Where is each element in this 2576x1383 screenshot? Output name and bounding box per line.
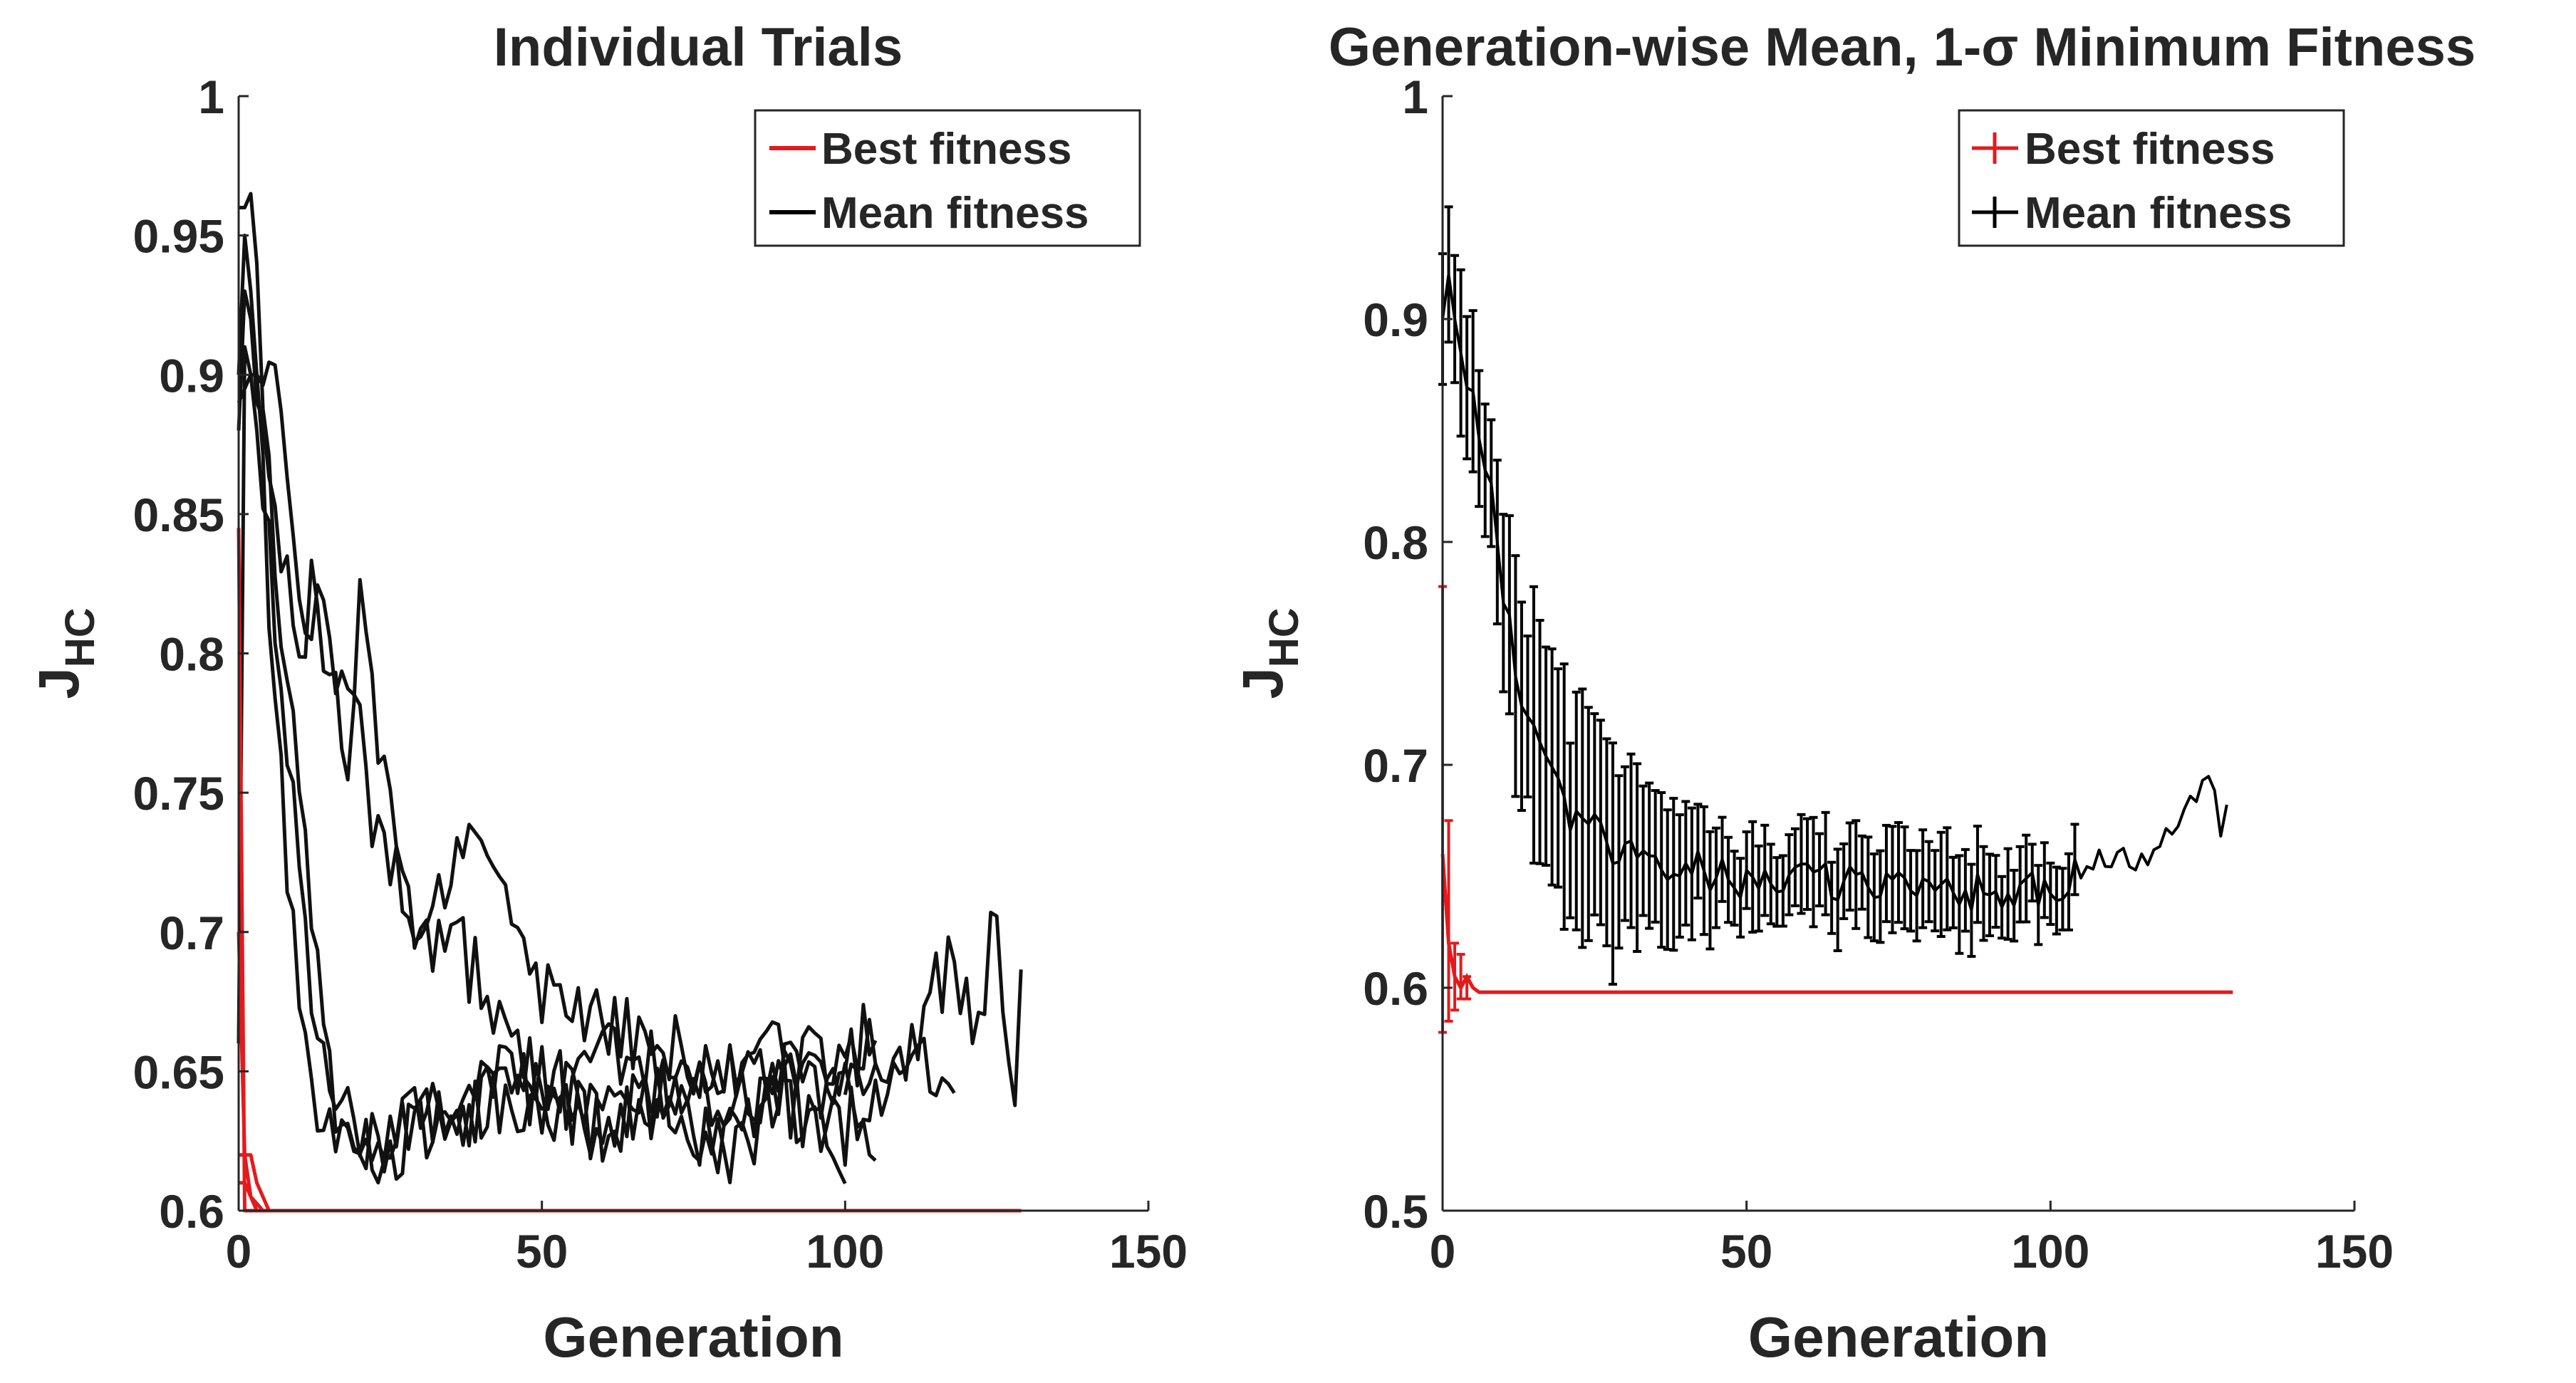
y-tick-label: 0.6 xyxy=(1363,962,1428,1015)
legend-box xyxy=(754,109,1141,247)
x-axis-label: Generation xyxy=(543,1305,843,1369)
x-axis-label: Generation xyxy=(1748,1305,2049,1369)
legend-label-best: Best fitness xyxy=(821,125,1071,174)
y-tick-label: 0.5 xyxy=(1363,1185,1428,1238)
mean-fitness-trial-line xyxy=(843,910,1023,1107)
y-tick-label: 0.8 xyxy=(159,628,224,681)
y-tick-label: 0.9 xyxy=(159,349,224,402)
y-axis-label: JHC xyxy=(27,607,103,699)
legend: Best fitness Mean fitness xyxy=(1958,109,2345,247)
y-tick-label: 0.85 xyxy=(133,489,224,541)
y-tick-label: 0.7 xyxy=(1363,739,1428,792)
plot-area xyxy=(1438,205,2233,1034)
panel-title: Generation-wise Mean, 1-σ Minimum Fitnes… xyxy=(1329,17,2476,78)
y-tick-label: 0.6 xyxy=(159,1185,224,1238)
y-tick-label: 0.65 xyxy=(133,1045,224,1098)
x-tick-label: 0 xyxy=(1430,1225,1456,1278)
y-tick-label: 0.9 xyxy=(1363,293,1428,346)
legend-label-mean: Mean fitness xyxy=(821,189,1089,238)
legend-box xyxy=(1958,109,2345,247)
mean-fitness-trial-line xyxy=(237,289,878,1131)
x-tick-label: 150 xyxy=(2315,1225,2394,1278)
legend-label-best: Best fitness xyxy=(2025,125,2275,174)
x-tick-label: 50 xyxy=(516,1225,568,1278)
mean-fitness-trial-line xyxy=(237,360,878,1106)
legend: Best fitness Mean fitness xyxy=(754,109,1141,247)
x-tick-label: 100 xyxy=(806,1225,884,1278)
axes: 0 50 100 150 0.5 0.6 0.7 0.8 0.9 1 Generation JHC xyxy=(1231,71,2394,1369)
y-axis-label: JHC xyxy=(1231,607,1307,699)
y-tick-label: 0.7 xyxy=(159,907,224,959)
panel-generation-mean: Generation-wise Mean, 1-σ Minimum Fitnes… xyxy=(1231,17,2476,1369)
y-tick-label: 1 xyxy=(198,71,224,123)
x-tick-label: 0 xyxy=(226,1225,252,1278)
x-tick-label: 150 xyxy=(1109,1225,1188,1278)
x-tick-label: 50 xyxy=(1720,1225,1772,1278)
y-tick-label: 0.8 xyxy=(1363,516,1428,569)
y-tick-label: 0.75 xyxy=(133,767,224,820)
y-tick-label: 1 xyxy=(1402,71,1428,123)
panel-title: Individual Trials xyxy=(494,17,903,78)
axes: 0 50 100 150 0.6 0.65 0.7 0.75 0.8 0.85 0.9 0.95 1 Ge… xyxy=(27,71,1188,1369)
y-tick-label: 0.95 xyxy=(133,210,224,263)
mean-fitness-trial-line xyxy=(237,345,847,1185)
x-tick-label: 100 xyxy=(2011,1225,2089,1278)
legend-label-mean: Mean fitness xyxy=(2025,189,2292,238)
panel-individual-trials: Individual Trials Best fitness Mean fitn… xyxy=(27,17,1188,1369)
mean-fitness-line xyxy=(1441,273,2228,912)
